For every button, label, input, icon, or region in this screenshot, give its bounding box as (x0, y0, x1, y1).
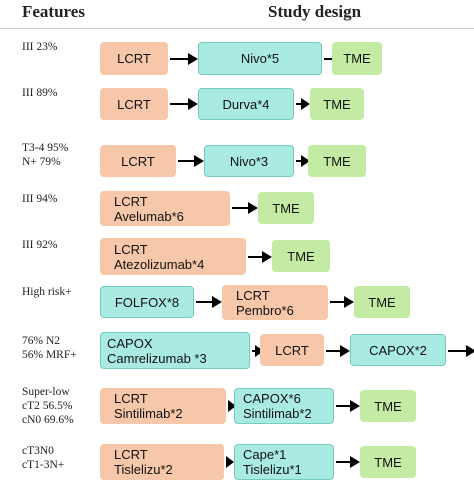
flow-arrow (296, 97, 310, 111)
box-label: CAPOX (107, 335, 153, 351)
flow-arrow (336, 399, 360, 413)
box-label: Sintilimab*2 (243, 406, 312, 421)
features-column-header: Features (22, 2, 85, 21)
row-9-lcrt-box: LCRT Tislelizu*2 (100, 444, 224, 480)
box-label: TME (368, 294, 396, 310)
row-9-tme-box: TME (360, 446, 416, 478)
row-1-lcrt-box: LCRT (100, 42, 168, 75)
box-label: TME (272, 200, 300, 216)
box-label: LCRT (121, 153, 155, 169)
row-2-feature: III 89% (22, 87, 58, 99)
row-7-drug-box: CAPOX Camrelizumab *3 (100, 332, 250, 369)
row-1-drug-box: Nivo*5 (198, 42, 322, 75)
row-3-feature: T3-4 95% N+ 79% (22, 142, 69, 168)
box-label: Cape*1 (243, 447, 287, 462)
flow-arrow (448, 344, 474, 358)
box-label: Nivo*5 (240, 51, 280, 66)
box-label: LCRT (236, 287, 270, 303)
row-2-drug-box: Durva*4 (198, 88, 294, 120)
box-label: LCRT (114, 241, 148, 257)
box-label: TME (323, 96, 351, 112)
box-label: CAPOX*6 (243, 391, 301, 406)
box-label: LCRT (114, 193, 148, 209)
flow-arrow (170, 97, 198, 111)
flow-arrow (330, 295, 354, 309)
row-7-lcrt-box: LCRT (260, 334, 324, 366)
box-label: LCRT (114, 391, 148, 406)
flow-arrow (170, 52, 198, 66)
row-8-tme-box: TME (360, 390, 416, 422)
row-9-feature: cT3N0 cT1-3N+ (22, 445, 65, 471)
row-5-feature: III 92% (22, 239, 58, 251)
flow-arrow (226, 455, 234, 469)
row-3-drug-box: Nivo*3 (204, 145, 294, 177)
row-8-drug-box: CAPOX*6 Sintilimab*2 (234, 388, 334, 424)
box-label: TME (374, 398, 402, 414)
box-label: TME (343, 51, 371, 66)
box-label: Camrelizumab *3 (107, 350, 207, 366)
flow-arrow (326, 344, 350, 358)
box-label: LCRT (117, 51, 151, 66)
flow-arrow (296, 154, 310, 168)
row-6-tme-box: TME (354, 286, 410, 318)
flow-arrow (252, 344, 264, 358)
row-2-tme-box: TME (310, 88, 364, 120)
flow-arrow (178, 154, 204, 168)
box-label: TME (287, 248, 315, 264)
box-label: CAPOX*2 (369, 342, 427, 358)
box-label: TME (374, 454, 402, 470)
row-3-lcrt-box: LCRT (100, 145, 176, 177)
row-8-feature: Super-low cT2 56.5% cN0 69.6% (22, 386, 74, 426)
flow-arrow (196, 295, 222, 309)
row-6-lcrt-box: LCRT Pembro*6 (222, 285, 328, 320)
box-label: Tislelizu*2 (114, 462, 173, 477)
row-5-tme-box: TME (272, 240, 330, 272)
row-7-drug-box-2: CAPOX*2 (350, 334, 446, 366)
box-label: Atezolizumab*4 (114, 256, 205, 272)
flow-arrow (248, 250, 272, 264)
row-4-lcrt-box: LCRT Avelumab*6 (100, 191, 230, 226)
box-label: LCRT (275, 342, 309, 358)
box-label: Avelumab*6 (114, 208, 184, 224)
row-8-lcrt-box: LCRT Sintilimab*2 (100, 388, 226, 424)
row-9-drug-box: Cape*1 Tislelizu*1 (234, 444, 334, 480)
flow-arrow (336, 455, 360, 469)
box-label: Durva*4 (222, 96, 270, 112)
row-3-tme-box: TME (308, 145, 366, 177)
row-1-feature: III 23% (22, 41, 58, 53)
row-4-tme-box: TME (258, 192, 314, 224)
row-1-tme-box: TME (332, 42, 382, 75)
row-6-feature: High risk+ (22, 286, 72, 298)
box-label: TME (323, 153, 351, 169)
box-label: Sintilimab*2 (114, 406, 183, 421)
row-7-feature: 76% N2 56% MRF+ (22, 335, 77, 361)
box-label: Nivo*3 (229, 153, 269, 169)
flow-arrow (228, 399, 236, 413)
row-4-feature: III 94% (22, 193, 58, 205)
row-6-drug-box: FOLFOX*8 (100, 286, 194, 318)
box-label: LCRT (114, 447, 148, 462)
table-header: Features Study design (0, 0, 474, 29)
row-5-lcrt-box: LCRT Atezolizumab*4 (100, 238, 246, 275)
box-label: FOLFOX*8 (114, 294, 180, 310)
flow-arrow (232, 201, 258, 215)
box-label: LCRT (117, 96, 151, 112)
box-label: Pembro*6 (236, 302, 294, 318)
row-2-lcrt-box: LCRT (100, 88, 168, 120)
box-label: Tislelizu*1 (243, 462, 302, 477)
study-design-column-header: Study design (268, 2, 362, 21)
